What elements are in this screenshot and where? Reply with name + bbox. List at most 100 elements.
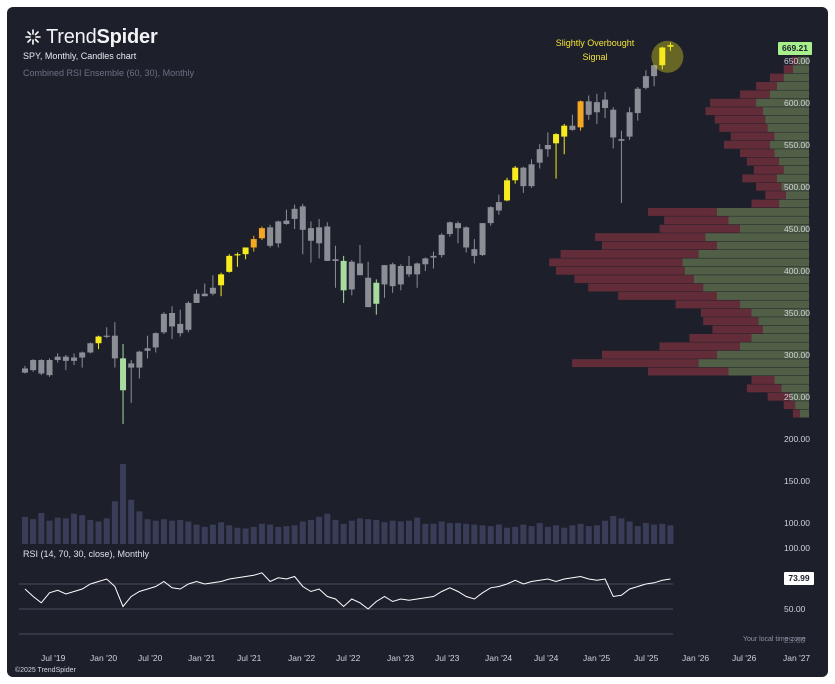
volume-bar [397, 521, 404, 544]
candle-body [54, 356, 61, 361]
volume-bar [504, 527, 511, 544]
volume-bar [185, 521, 192, 544]
candle-body [536, 149, 543, 163]
rsi-axis-label: 25.00 [784, 635, 806, 645]
candle-body [242, 247, 249, 255]
volume-bar [487, 526, 494, 544]
candle-body [324, 226, 331, 261]
price-axis-label: 650.00 [784, 56, 810, 66]
volume-bar [22, 516, 28, 544]
volume-bar [356, 518, 363, 544]
volume-bar [54, 517, 61, 544]
volume-bar [136, 511, 143, 544]
overbought-highlight-circle [651, 40, 684, 73]
volume-profile-bar-down [705, 107, 763, 116]
volume-bar [618, 518, 625, 544]
volume-bar [201, 526, 208, 544]
candle-body [438, 234, 445, 256]
volume-profile-bar-down [703, 317, 759, 326]
volume-profile-bar-up [756, 98, 809, 107]
overbought-annotation: Slightly Overbought Signal [543, 36, 647, 64]
volume-profile-bar-up [740, 342, 809, 351]
candle-body [602, 99, 609, 109]
candle-body [544, 145, 551, 150]
volume-profile-bar-down [765, 191, 786, 200]
logo-wordmark: TrendSpider [46, 26, 158, 49]
candle-body [201, 293, 208, 297]
chart-canvas[interactable]: 650.00 600.00 550.00 500.00 450.00 400.00 350.… [7, 7, 828, 677]
volume-profile-bar-down [751, 376, 775, 384]
copyright: ©2025 TrendSpider [15, 667, 76, 674]
volume-profile-bar-down [689, 334, 752, 342]
volume-bar [479, 525, 486, 544]
volume-bar [46, 520, 53, 544]
rsi-axis-label: 50.00 [784, 604, 806, 614]
candle-body [520, 167, 527, 187]
indicator-title: Combined RSI Ensemble (60, 30), Monthly [23, 68, 195, 78]
volume-profile-bar-down [556, 266, 685, 275]
volume-profile-bar-up [682, 258, 809, 267]
volume-bar [209, 524, 216, 544]
price-axis-label: 550.00 [784, 140, 810, 150]
time-axis-label: Jul '19 [41, 653, 66, 663]
price-axis-label: 100.00 [784, 543, 810, 553]
volume-bar [103, 518, 110, 544]
volume-bar [267, 524, 274, 544]
volume-bar [258, 523, 265, 544]
candle-body [136, 351, 143, 368]
volume-bar [381, 522, 388, 544]
volume-profile-bar-up [763, 107, 809, 116]
volume-bar [667, 525, 674, 544]
volume-profile-bar-up [783, 73, 809, 82]
volume-profile-bar-up [779, 157, 809, 166]
volume-profile-bar-up [765, 115, 809, 124]
price-axis-label: 300.00 [784, 350, 810, 360]
symbol-title: SPY, Monthly, Candles chart [23, 51, 137, 61]
volume-bar [62, 518, 69, 544]
candle-body [250, 239, 257, 248]
time-axis-label: Jan '21 [188, 653, 215, 663]
volume-bar [340, 523, 347, 544]
volume-bar [218, 522, 225, 544]
volume-bar [430, 523, 437, 544]
volume-profile-bar-down [791, 56, 798, 65]
time-axis-label: Jul '25 [634, 653, 659, 663]
volume-bar [520, 524, 527, 544]
volume-bar [79, 515, 86, 544]
volume-bar [659, 523, 666, 544]
time-axis-label: Jul '24 [534, 653, 559, 663]
volume-bar [30, 519, 37, 544]
volume-profile-bar-up [769, 90, 809, 99]
candle-body [626, 112, 633, 137]
candle-body [365, 277, 372, 308]
volume-profile-bar-up [717, 350, 809, 359]
candle-body [291, 208, 298, 219]
volume-bar [389, 520, 396, 544]
price-axis-label: 600.00 [784, 98, 810, 108]
volume-profile-bar-up [751, 308, 809, 317]
volume-profile-bar-down [700, 308, 752, 317]
volume-profile-bar-up [684, 266, 809, 275]
candle-body [307, 228, 314, 241]
candle-body [316, 227, 323, 244]
volume-profile-bar-down [714, 115, 766, 124]
candle-body [504, 180, 511, 201]
volume-profile-bar-up [763, 325, 809, 334]
volume-bar [242, 528, 249, 544]
candle-body [87, 343, 94, 353]
volume-profile-bar-down [730, 132, 775, 141]
candle-body [373, 282, 380, 304]
candle-body [651, 65, 658, 77]
volume-profile-bar-up [774, 132, 809, 141]
volume-profile-bar-up [698, 359, 809, 368]
volume-bar [177, 519, 184, 544]
volume-bar [463, 523, 470, 544]
candle-body [275, 221, 282, 244]
price-axis-label: 350.00 [784, 308, 810, 318]
volume-profile-bar-down [659, 342, 740, 351]
candle-body [340, 260, 347, 291]
volume-bar [365, 519, 372, 544]
volume-profile-bar-down [648, 367, 729, 376]
volume-profile-bar-up [774, 149, 809, 158]
trendspider-logo: TrendSpider [25, 24, 158, 50]
